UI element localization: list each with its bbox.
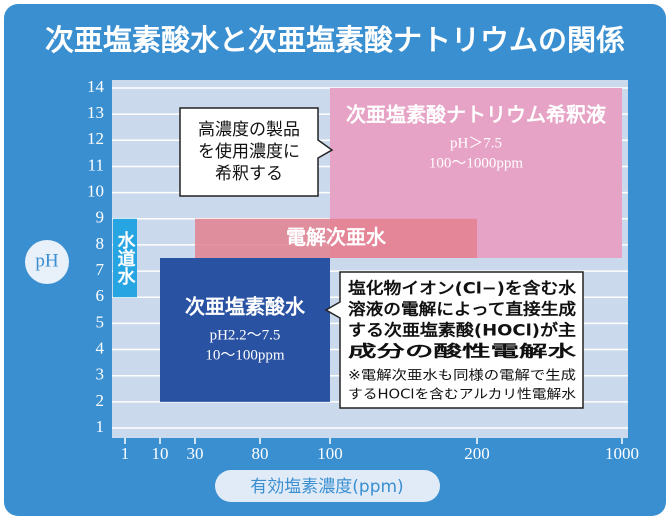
y-tick-label: 7 (96, 260, 105, 279)
y-tick-label: 6 (96, 286, 105, 305)
y-tick-label: 5 (96, 312, 105, 331)
y-tick-label: 3 (96, 365, 105, 384)
x-tick-label: 30 (187, 444, 204, 463)
region-label: 次亜塩素酸水 (185, 295, 306, 319)
x-label-bg (215, 470, 440, 502)
y-tick-label: 10 (87, 182, 104, 201)
y-tick-label: 2 (96, 391, 105, 410)
callout-text: を使用濃度に (198, 141, 300, 162)
y-label: pH (35, 250, 59, 271)
callout-text: 成分の酸性電解水 (348, 342, 578, 361)
callout-text: 塩化物イオン(Cl−)を含む水 (348, 279, 577, 298)
x-tick-label: 1000 (605, 444, 639, 463)
x-tick-label: 80 (252, 444, 269, 463)
callout-text: 希釈する (215, 164, 283, 184)
region-detail: pH2.2〜7.5 (210, 327, 281, 343)
callout-note: ※電解次亜水も同様の電解で生成 (348, 368, 576, 384)
x-tick-label: 200 (464, 444, 490, 463)
y-tick-label: 9 (96, 208, 105, 227)
y-tick-label: 8 (96, 234, 105, 253)
region-detail: 10〜100ppm (205, 347, 285, 363)
y-tick-label: 13 (87, 103, 104, 122)
callout-box (179, 107, 334, 197)
x-tick-label: 10 (152, 444, 169, 463)
callout-note: するHOClを含むアルカリ性電解水 (348, 387, 576, 403)
region-label: 次亜塩素酸ナトリウム希釈液 (346, 103, 607, 127)
callout-text: 高濃度の製品 (198, 120, 300, 140)
callout-box (324, 271, 584, 409)
callout-text: 溶液の電解によって直接生成 (348, 300, 576, 319)
x-label: 有効塩素濃度(ppm) (250, 477, 403, 497)
region (160, 258, 330, 402)
x-tick-label: 1 (121, 444, 130, 463)
x-tick-label: 100 (317, 444, 343, 463)
chart-title: 次亜塩素酸水と次亜塩素酸ナトリウムの関係 (45, 23, 625, 57)
y-tick-label: 11 (88, 155, 104, 174)
callout-text: する次亜塩素酸(HOCl)が主 (348, 321, 576, 340)
y-label-bg (25, 240, 69, 284)
region-label: 水道水 (115, 230, 136, 285)
region (195, 218, 477, 258)
region-detail: pH＞7.5 (450, 135, 502, 151)
y-tick-label: 14 (87, 77, 105, 96)
region-label: 電解次亜水 (286, 225, 387, 249)
region (113, 218, 137, 298)
y-tick-label: 4 (96, 338, 105, 357)
region-detail: 100〜1000ppm (429, 155, 524, 171)
y-tick-label: 1 (96, 417, 105, 436)
y-tick-label: 12 (87, 129, 104, 148)
